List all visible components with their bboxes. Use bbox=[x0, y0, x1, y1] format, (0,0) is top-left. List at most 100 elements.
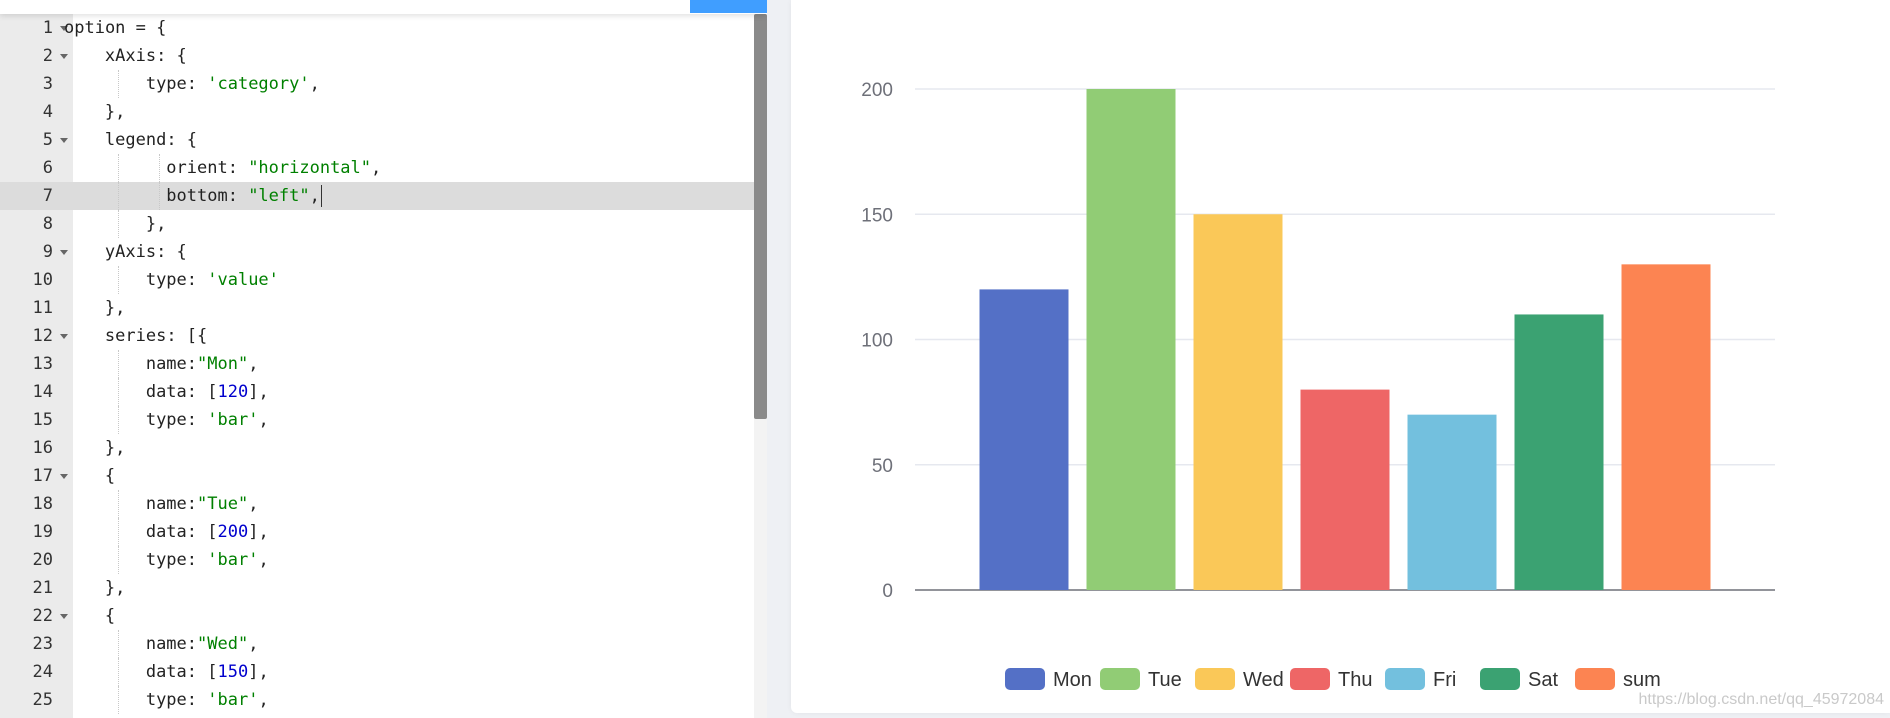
fold-arrow-icon[interactable] bbox=[60, 334, 68, 339]
code-line[interactable]: 1 option = { bbox=[0, 14, 767, 42]
code-line[interactable]: 18 name:"Tue", bbox=[0, 490, 767, 518]
y-tick-label: 100 bbox=[861, 331, 893, 352]
legend-swatch-fri[interactable] bbox=[1385, 668, 1425, 690]
legend-label-sum[interactable]: sum bbox=[1623, 669, 1661, 691]
y-tick-label: 200 bbox=[861, 80, 893, 101]
code-text[interactable]: type: 'bar', bbox=[145, 410, 269, 430]
code-text[interactable]: name:"Mon", bbox=[145, 354, 259, 374]
code-line-background bbox=[73, 294, 755, 322]
code-text[interactable]: xAxis: { bbox=[104, 46, 187, 66]
code-line-background bbox=[73, 182, 755, 210]
indent-guide bbox=[117, 406, 119, 434]
indent-guide bbox=[158, 182, 160, 210]
fold-arrow-icon[interactable] bbox=[60, 54, 68, 59]
legend-swatch-sat[interactable] bbox=[1480, 668, 1520, 690]
code-line[interactable]: 13 name:"Mon", bbox=[0, 350, 767, 378]
bar-tue bbox=[1086, 89, 1176, 590]
code-line[interactable]: 19 data: [200], bbox=[0, 518, 767, 546]
code-text[interactable]: }, bbox=[145, 214, 167, 234]
code-line[interactable]: 20 type: 'bar', bbox=[0, 546, 767, 574]
code-line[interactable]: 7 bottom: "left", bbox=[0, 182, 767, 210]
fold-arrow-icon[interactable] bbox=[60, 614, 68, 619]
code-line[interactable]: 10 type: 'value' bbox=[0, 266, 767, 294]
gutter-cell: 13 bbox=[0, 350, 73, 378]
code-text[interactable]: data: [120], bbox=[145, 382, 269, 402]
legend-label-sat[interactable]: Sat bbox=[1528, 669, 1558, 691]
line-number: 9 bbox=[42, 242, 53, 262]
legend-label-wed[interactable]: Wed bbox=[1243, 669, 1284, 691]
code-text[interactable]: { bbox=[104, 606, 116, 626]
code-text[interactable]: legend: { bbox=[104, 130, 198, 150]
legend-swatch-wed[interactable] bbox=[1195, 668, 1235, 690]
code-line[interactable]: 3 type: 'category', bbox=[0, 70, 767, 98]
fold-arrow-icon[interactable] bbox=[60, 138, 68, 143]
code-text[interactable]: series: [{ bbox=[104, 326, 208, 346]
code-text[interactable]: data: [150], bbox=[145, 662, 269, 682]
line-number: 16 bbox=[32, 438, 53, 458]
legend-label-thu[interactable]: Thu bbox=[1338, 669, 1372, 691]
code-line[interactable]: 24 data: [150], bbox=[0, 658, 767, 686]
code-line[interactable]: 12 series: [{ bbox=[0, 322, 767, 350]
code-line[interactable]: 22 { bbox=[0, 602, 767, 630]
line-number: 5 bbox=[42, 130, 53, 150]
code-line[interactable]: 16}, bbox=[0, 434, 767, 462]
line-number: 15 bbox=[32, 410, 53, 430]
run-button[interactable] bbox=[690, 0, 767, 13]
code-text[interactable]: orient: "horizontal", bbox=[166, 158, 382, 178]
indent-guide bbox=[117, 350, 119, 378]
code-line[interactable]: 4}, bbox=[0, 98, 767, 126]
indent-guide bbox=[117, 658, 119, 686]
code-line[interactable]: 6 orient: "horizontal", bbox=[0, 154, 767, 182]
code-line[interactable]: 9 yAxis: { bbox=[0, 238, 767, 266]
editor-scrollbar-thumb[interactable] bbox=[754, 14, 767, 419]
code-line[interactable]: 5 legend: { bbox=[0, 126, 767, 154]
code-line[interactable]: 14 data: [120], bbox=[0, 378, 767, 406]
gutter-cell: 11 bbox=[0, 294, 73, 322]
code-text[interactable]: name:"Wed", bbox=[145, 634, 259, 654]
fold-arrow-icon[interactable] bbox=[60, 474, 68, 479]
code-text[interactable]: }, bbox=[104, 298, 126, 318]
legend-swatch-sum[interactable] bbox=[1575, 668, 1615, 690]
code-text[interactable]: }, bbox=[104, 438, 126, 458]
code-line[interactable]: 11}, bbox=[0, 294, 767, 322]
legend-label-mon[interactable]: Mon bbox=[1053, 669, 1092, 691]
code-line[interactable]: 25 type: 'bar', bbox=[0, 686, 767, 714]
bar-chart: 0 50 100 150 200 Mon Tue Wed Thu Fri Sat sum bbox=[861, 80, 1775, 691]
code-line[interactable]: 17 { bbox=[0, 462, 767, 490]
fold-arrow-icon[interactable] bbox=[60, 250, 68, 255]
legend-label-tue[interactable]: Tue bbox=[1148, 669, 1182, 691]
code-line[interactable]: 8}, bbox=[0, 210, 767, 238]
code-text[interactable]: }, bbox=[104, 102, 126, 122]
code-line-background bbox=[73, 574, 755, 602]
code-text[interactable]: name:"Tue", bbox=[145, 494, 259, 514]
code-text[interactable]: bottom: "left", bbox=[166, 185, 322, 207]
fold-arrow-icon[interactable] bbox=[60, 26, 68, 31]
code-editor[interactable]: 1 option = { 2 xAxis: {3 type: 'category', 4}… bbox=[0, 0, 767, 718]
code-text[interactable]: }, bbox=[104, 578, 126, 598]
code-line[interactable]: 21}, bbox=[0, 574, 767, 602]
legend-label-fri[interactable]: Fri bbox=[1433, 669, 1456, 691]
legend-swatch-thu[interactable] bbox=[1290, 668, 1330, 690]
legend-swatch-mon[interactable] bbox=[1005, 668, 1045, 690]
gutter-cell: 1 bbox=[0, 14, 73, 42]
code-line[interactable]: 15 type: 'bar', bbox=[0, 406, 767, 434]
code-text[interactable]: type: 'category', bbox=[145, 74, 320, 94]
code-text[interactable]: type: 'bar', bbox=[145, 690, 269, 710]
line-number: 11 bbox=[32, 298, 53, 318]
code-text[interactable]: type: 'value' bbox=[145, 270, 279, 290]
indent-guide bbox=[117, 518, 119, 546]
bar-fri bbox=[1407, 414, 1497, 590]
line-number: 20 bbox=[32, 550, 53, 570]
line-number: 1 bbox=[42, 18, 53, 38]
code-text[interactable]: yAxis: { bbox=[104, 242, 187, 262]
gutter-cell: 21 bbox=[0, 574, 73, 602]
legend-swatch-tue[interactable] bbox=[1100, 668, 1140, 690]
code-line[interactable]: 2 xAxis: { bbox=[0, 42, 767, 70]
gutter-cell: 6 bbox=[0, 154, 73, 182]
code-text[interactable]: data: [200], bbox=[145, 522, 269, 542]
bar-sum bbox=[1621, 264, 1711, 590]
code-text[interactable]: type: 'bar', bbox=[145, 550, 269, 570]
code-text[interactable]: option = { bbox=[64, 18, 167, 38]
code-text[interactable]: { bbox=[104, 466, 116, 486]
code-line[interactable]: 23 name:"Wed", bbox=[0, 630, 767, 658]
